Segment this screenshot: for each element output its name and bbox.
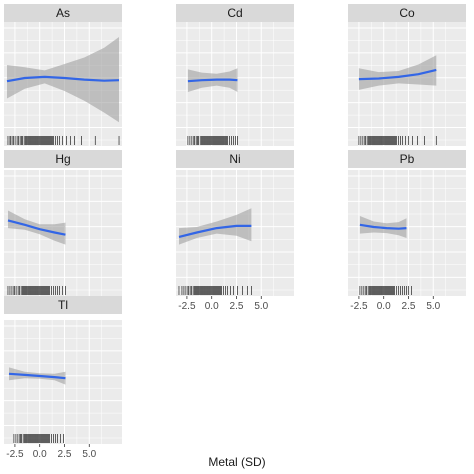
facet-strip-label: Hg <box>55 152 70 166</box>
facet-strip <box>4 296 122 314</box>
x-tick-label: 2.5 <box>58 449 72 460</box>
facet-strip-label: As <box>56 6 70 20</box>
smooth-line <box>8 372 66 380</box>
panels-layer: As Cd Co Hg Ni Pb Tl <box>2 4 466 444</box>
confidence-band <box>358 55 437 90</box>
smooth-line <box>359 223 407 230</box>
x-tick-label: 2.5 <box>230 301 244 312</box>
smooth-line <box>6 75 120 83</box>
x-tick-label: 2.5 <box>402 301 416 312</box>
facet-strip <box>176 150 294 168</box>
panel-background <box>348 170 466 296</box>
facet-strip <box>348 4 466 22</box>
smooth-line <box>358 68 437 81</box>
facet-strip-label: Tl <box>58 298 68 312</box>
x-tick-label: -2.5 <box>178 301 196 312</box>
x-tick-label: 0.0 <box>377 301 391 312</box>
confidence-band <box>7 37 119 123</box>
x-tick-label: 5.0 <box>82 449 96 460</box>
confidence-band <box>179 208 252 245</box>
x-axis-label: Metal (SD) <box>208 455 265 469</box>
facet-strip-label: Co <box>399 6 415 20</box>
facet-panel-co: Co <box>346 4 466 146</box>
facet-strip <box>348 150 466 168</box>
x-tick-label: -2.5 <box>350 301 368 312</box>
facet-strip <box>4 4 122 22</box>
x-tick-label: 5.0 <box>426 301 440 312</box>
facet-strip <box>4 150 122 168</box>
x-tick-label: 0.0 <box>33 449 47 460</box>
smooth-line <box>178 224 252 238</box>
smooth-line <box>187 78 238 83</box>
facet-strip-label: Pb <box>400 152 415 166</box>
smooth-line <box>7 219 66 236</box>
facet-strip-label: Cd <box>227 6 242 20</box>
facet-strip-label: Ni <box>229 152 240 166</box>
facet-panel-cd: Cd <box>174 4 294 146</box>
facet-panel-as: As <box>2 4 122 146</box>
facet-panel-tl: Tl <box>2 296 122 444</box>
x-tick-label: 0.0 <box>205 301 219 312</box>
x-tick-label: -2.5 <box>6 449 24 460</box>
facet-panel-ni: Ni <box>174 150 294 296</box>
x-axis-layer: -2.5 0.0 2.5 5.0 -2.5 0.0 2.5 5.0 -2.5 0.0 2.5 5.0 <box>6 296 441 460</box>
facet-panel-hg: Hg <box>2 150 122 296</box>
facet-strip <box>176 4 294 22</box>
x-tick-label: 5.0 <box>254 301 268 312</box>
facet-panel-pb: Pb <box>346 150 466 296</box>
